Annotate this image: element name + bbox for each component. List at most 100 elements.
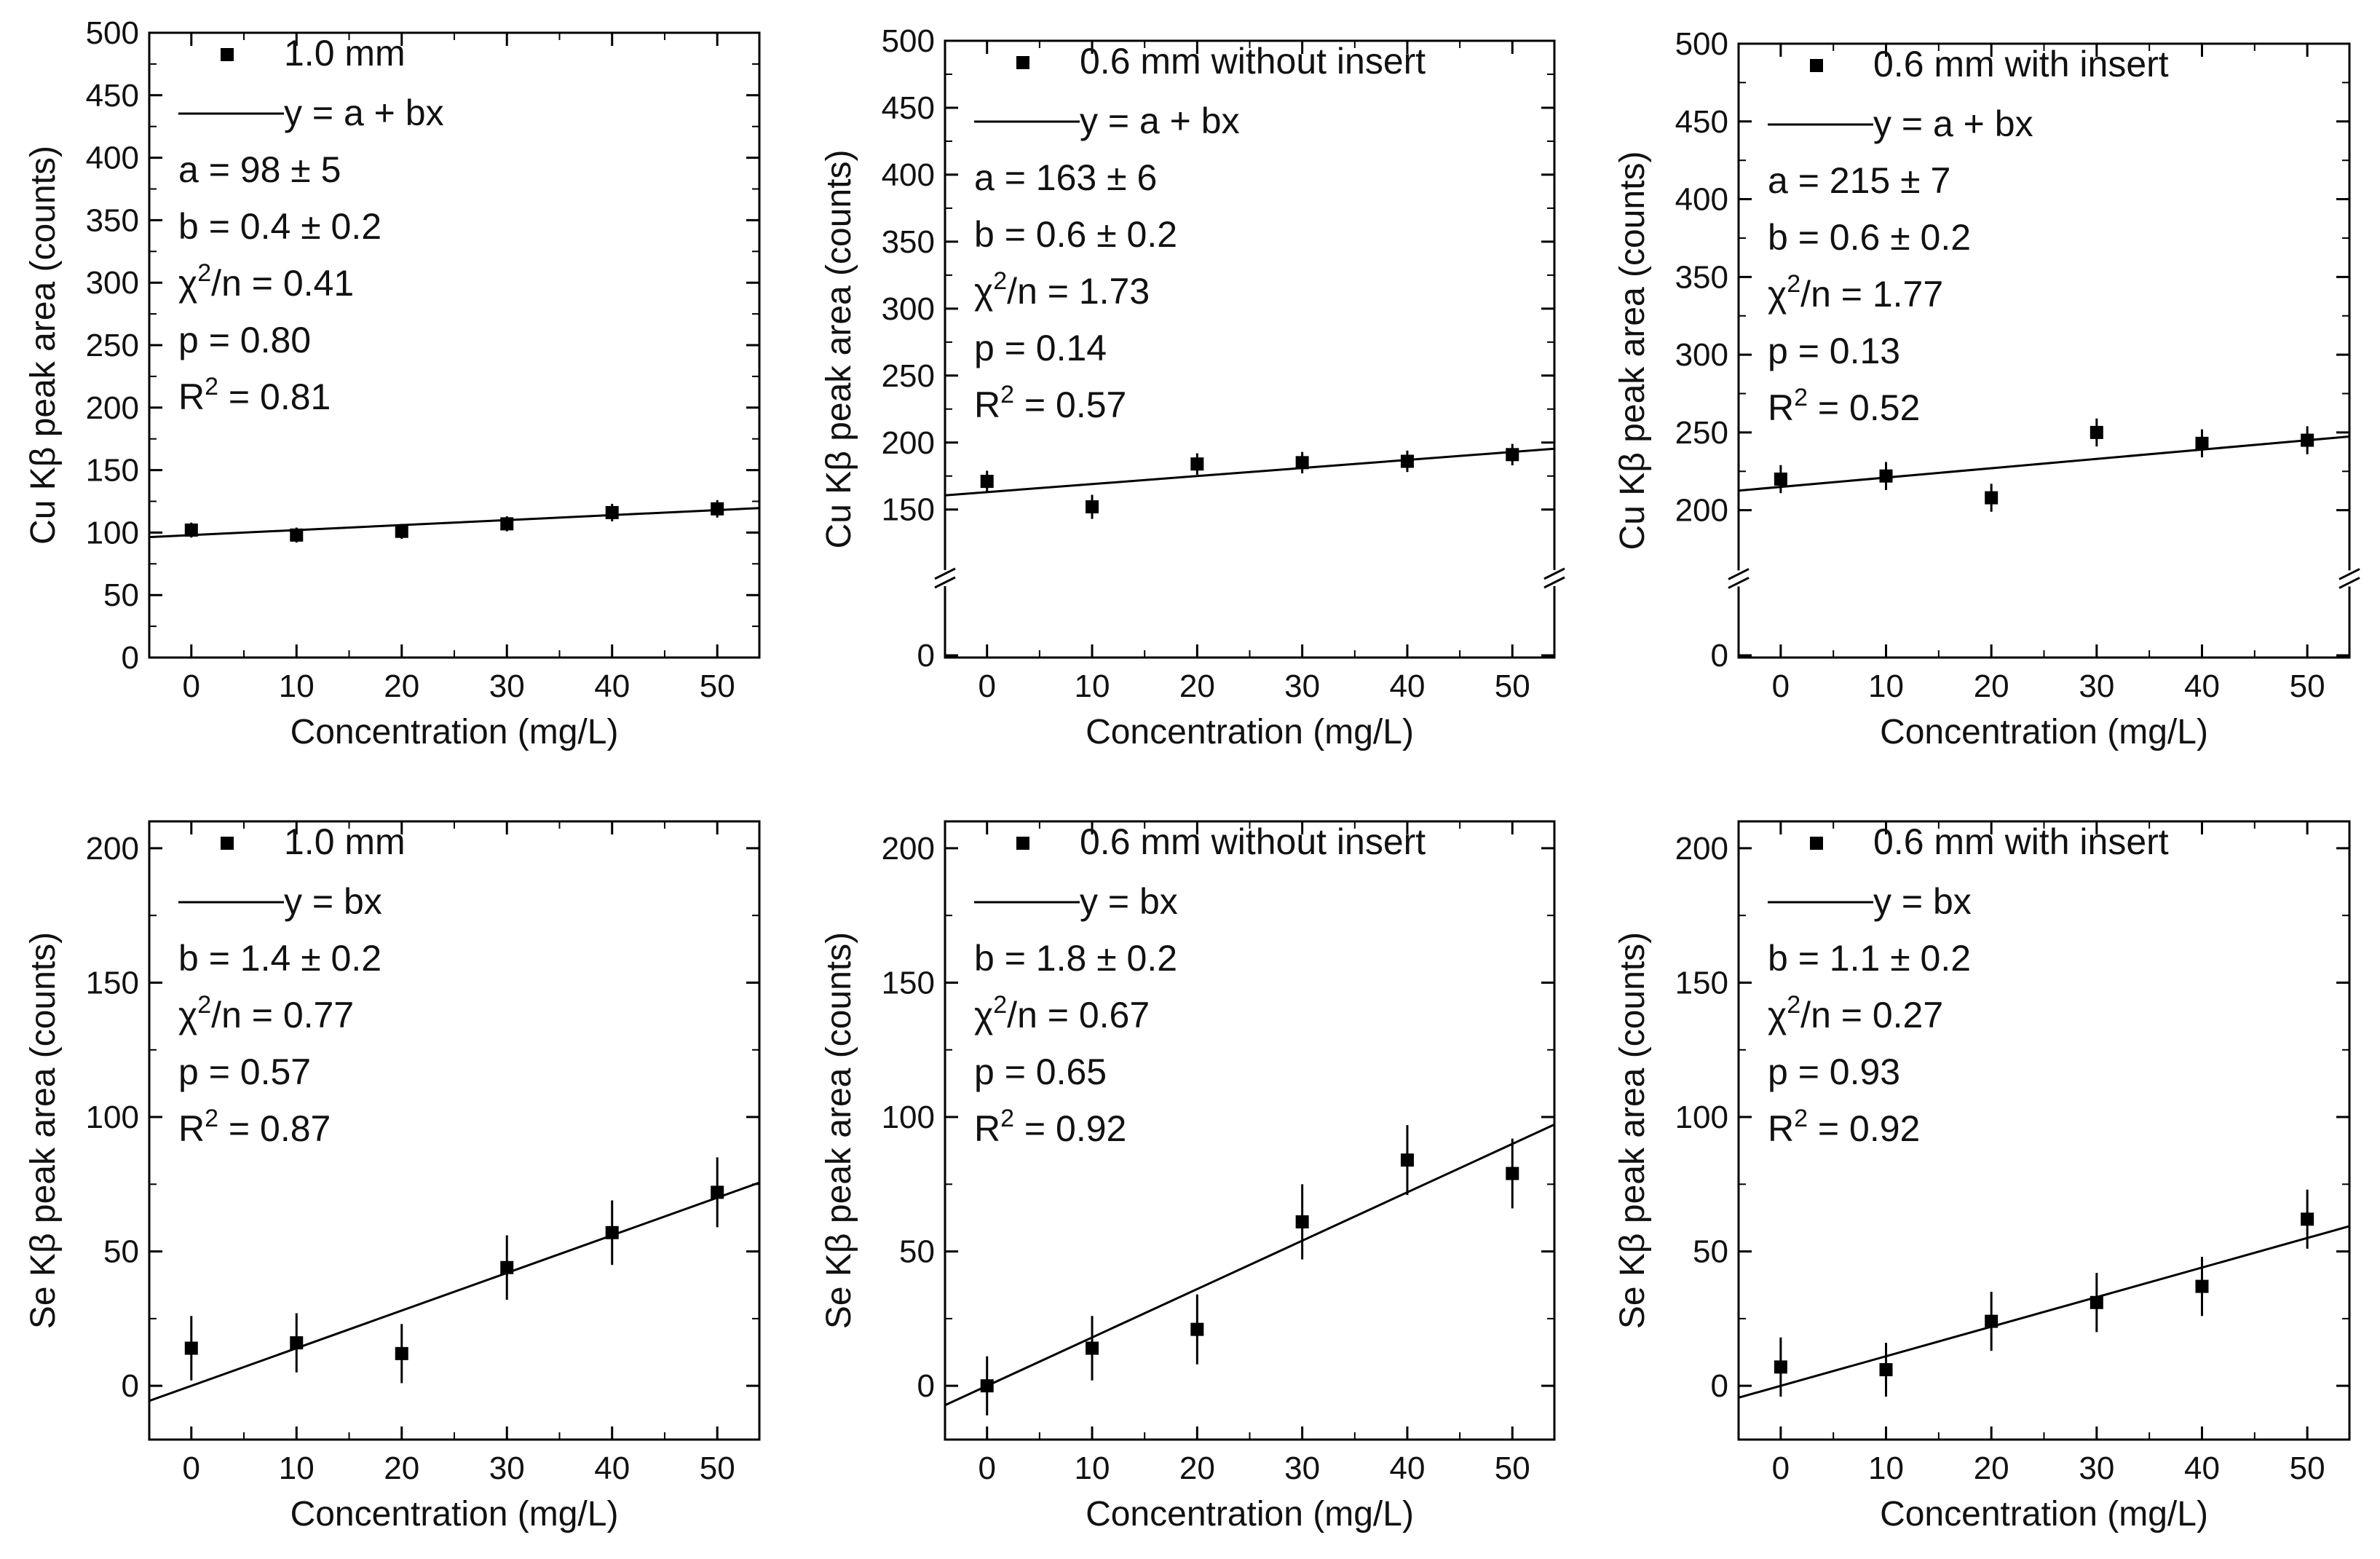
fit-line	[1739, 435, 2349, 492]
y-tick-label: 200	[1675, 493, 1728, 529]
y-axis-label: Cu Kβ peak area (counts)	[1613, 151, 1652, 550]
y-tick-label: 400	[1675, 182, 1728, 218]
axis-break-mark	[1543, 576, 1565, 589]
x-tick-label: 30	[1284, 668, 1320, 704]
data-point	[1774, 472, 1787, 486]
fit-annotation: R2 = 0.57	[974, 381, 1126, 425]
x-axis-label: Concentration (mg/L)	[1086, 713, 1414, 751]
y-tick-label: 200	[882, 425, 935, 461]
data-point	[605, 1226, 619, 1239]
y-tick-label: 350	[1675, 259, 1728, 295]
x-tick-label: 50	[2290, 1451, 2325, 1486]
y-axis-label: Se Kβ peak area (counts)	[1613, 932, 1652, 1329]
axis-break-mark	[1543, 567, 1565, 580]
x-axis-label: Concentration (mg/L)	[290, 1495, 619, 1534]
y-tick-label: 150	[86, 453, 139, 489]
y-tick-label: 100	[86, 515, 139, 550]
axis-break-mark	[1728, 577, 1750, 589]
y-tick-label: 150	[882, 492, 935, 528]
fit-line	[945, 1124, 1554, 1407]
axis-break-mark	[934, 567, 956, 580]
x-tick-label: 20	[384, 668, 419, 704]
chart-panel-5: 0 10 20 30 40 50 0 50 100 150 200 Concentration (mg…	[820, 820, 1556, 1534]
legend-fit-label: y = a + bx	[284, 92, 444, 133]
y-tick-label: 0	[1711, 638, 1728, 674]
fit-annotation: R2 = 0.87	[178, 1105, 331, 1149]
x-tick-label: 40	[1389, 1451, 1425, 1486]
y-tick-label: 150	[1675, 965, 1728, 1000]
y-tick-label: 250	[86, 328, 139, 363]
fit-annotation: χ2/n = 0.27	[1768, 991, 1943, 1035]
data-point	[1985, 491, 1999, 505]
fit-annotation: p = 0.14	[974, 328, 1107, 368]
legend-marker	[1810, 59, 1823, 72]
y-tick-label: 50	[103, 577, 139, 613]
x-tick-label: 30	[2079, 1451, 2114, 1486]
y-tick-label: 400	[882, 157, 935, 193]
fit-line	[1739, 1225, 2349, 1399]
x-tick-label: 20	[1179, 1451, 1215, 1486]
data-point	[500, 1260, 514, 1274]
data-point	[1506, 448, 1519, 462]
y-tick-label: 150	[882, 965, 935, 1000]
legend-series-name: 0.6 mm without insert	[1080, 41, 1426, 82]
x-tick-label: 30	[489, 668, 525, 704]
y-tick-label: 500	[1675, 26, 1728, 62]
data-point	[1295, 1215, 1309, 1229]
legend-series-name: 1.0 mm	[284, 821, 406, 862]
legend-marker	[1016, 837, 1029, 850]
x-tick-label: 20	[384, 1451, 419, 1486]
y-tick-label: 250	[1675, 415, 1728, 451]
data-point	[395, 1346, 408, 1360]
fit-annotation: p = 0.80	[178, 320, 311, 360]
fit-annotation: χ2/n = 0.77	[178, 991, 354, 1035]
data-point	[1506, 1167, 1519, 1180]
y-tick-label: 500	[86, 15, 139, 51]
legend-series-name: 0.6 mm without insert	[1080, 821, 1426, 862]
x-tick-label: 10	[1868, 668, 1904, 704]
data-point	[1879, 1363, 1893, 1377]
x-tick-label: 40	[1389, 668, 1425, 704]
x-tick-label: 0	[183, 668, 200, 704]
y-tick-label: 450	[86, 78, 139, 114]
fit-annotation: b = 1.1 ± 0.2	[1768, 938, 1971, 979]
data-point	[1086, 1341, 1099, 1355]
axis-break-mark	[1728, 568, 1750, 580]
x-tick-label: 10	[279, 1451, 315, 1486]
data-point	[1400, 454, 1414, 468]
legend-series-name: 0.6 mm with insert	[1873, 821, 2169, 862]
data-point	[500, 517, 514, 531]
y-tick-label: 350	[882, 224, 935, 260]
fit-annotation: b = 0.6 ± 0.2	[1768, 217, 1971, 258]
x-tick-label: 50	[2290, 668, 2325, 704]
x-axis-label: Concentration (mg/L)	[1880, 713, 2208, 751]
legend-marker	[1810, 837, 1823, 850]
fit-line	[149, 1181, 759, 1402]
x-axis-label: Concentration (mg/L)	[1880, 1495, 2208, 1534]
data-point	[1190, 1322, 1204, 1336]
chart-panel-2: 0 10 20 30 40 500150200250300350400450500Conc…	[820, 23, 1565, 751]
y-tick-label: 0	[1711, 1368, 1728, 1404]
y-tick-label: 350	[86, 202, 139, 238]
legend-fit-label: y = bx	[284, 881, 382, 922]
y-tick-label: 400	[86, 141, 139, 176]
data-point	[184, 523, 198, 537]
data-point	[1190, 457, 1204, 471]
x-tick-label: 40	[594, 668, 630, 704]
x-tick-label: 50	[700, 668, 735, 704]
y-tick-label: 0	[122, 640, 139, 676]
y-tick-label: 50	[1693, 1234, 1728, 1270]
legend-marker	[221, 48, 234, 61]
legend-fit-label: y = a + bx	[1080, 100, 1240, 141]
data-point	[2195, 436, 2209, 450]
fit-annotation: a = 215 ± 7	[1768, 160, 1950, 201]
y-tick-label: 100	[882, 1100, 935, 1135]
axis-break-mark	[2339, 577, 2360, 589]
data-point	[2301, 433, 2314, 447]
x-tick-label: 0	[183, 1451, 200, 1486]
data-point	[1774, 1360, 1787, 1374]
fit-line	[945, 447, 1554, 497]
x-tick-label: 50	[700, 1451, 735, 1486]
